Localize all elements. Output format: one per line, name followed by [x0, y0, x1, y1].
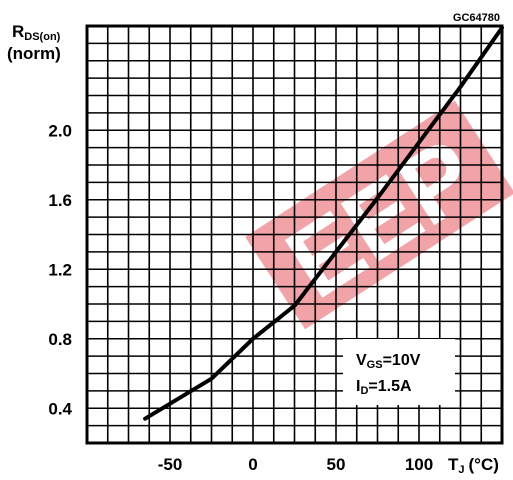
figure-code: GC64780	[453, 12, 500, 24]
x-tick-label: -50	[158, 455, 183, 474]
y-tick-label: 0.8	[48, 330, 72, 349]
x-tick-label: 0	[248, 455, 257, 474]
vgs-condition: VGS=10V	[356, 352, 421, 371]
data-point	[143, 417, 147, 421]
plot-frame	[85, 24, 504, 445]
id-condition: ID=1.5A	[356, 378, 412, 397]
x-tick-label: 50	[327, 455, 346, 474]
data-point	[251, 337, 255, 341]
data-point	[500, 26, 504, 30]
data-point	[417, 140, 421, 144]
data-point	[210, 377, 213, 381]
grid	[87, 26, 502, 443]
data-point	[334, 250, 338, 254]
x-axis-label: TJ (°C)	[448, 455, 499, 476]
data-point	[459, 85, 462, 89]
y-tick-label: 1.2	[48, 260, 72, 279]
x-tick-label: 100	[405, 455, 433, 474]
y-tick-label: 0.4	[48, 399, 72, 418]
y-tick-label: 2.0	[48, 121, 72, 140]
conditions-annotation: VGS=10V ID=1.5A	[343, 339, 455, 405]
y-tick-label: 1.6	[48, 191, 72, 210]
data-point	[293, 304, 296, 308]
data-point	[376, 196, 379, 200]
y-axis-label: RDS(on)	[12, 22, 61, 43]
y-axis-norm-label: (norm)	[7, 44, 61, 63]
chart-marks: -50 0 50 100 0.4 0.8 1.2 1.6 2.0	[48, 25, 504, 474]
